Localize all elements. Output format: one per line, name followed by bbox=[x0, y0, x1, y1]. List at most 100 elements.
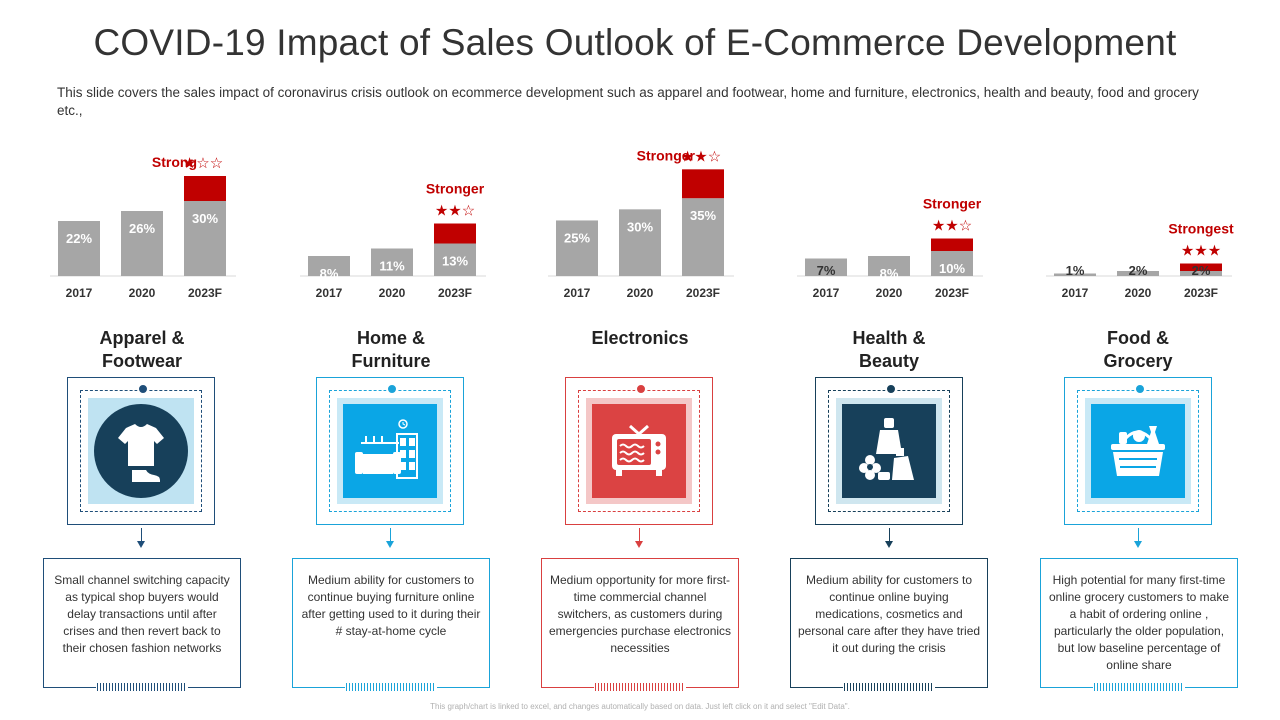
bar-highlight bbox=[682, 169, 724, 199]
chart-home: 8% 2017 11% 2020 13% 2023F Stronger ★★☆ bbox=[300, 140, 500, 310]
data-label: 30% bbox=[192, 211, 218, 226]
description-box: Small channel switching capacity as typi… bbox=[43, 558, 241, 691]
rating-stars-icon: ★☆☆ bbox=[183, 154, 223, 172]
tick-label: 2020 bbox=[1125, 286, 1152, 300]
t-shirt-shoe-icon bbox=[94, 404, 188, 498]
data-label: 35% bbox=[690, 208, 716, 223]
tick-label: 2023F bbox=[935, 286, 969, 300]
chart-health: 7% 2017 8% 2020 10% 2023F Stronger ★★☆ bbox=[797, 140, 997, 310]
footer-note: This graph/chart is linked to excel, and… bbox=[430, 702, 850, 711]
bar-highlight bbox=[1180, 263, 1222, 271]
cosmetics-icon bbox=[842, 404, 936, 498]
data-label: 2% bbox=[1129, 263, 1148, 278]
arrow-down-icon bbox=[885, 541, 893, 548]
icon-frame bbox=[67, 377, 215, 525]
category-title: Health & Beauty bbox=[789, 327, 989, 373]
category-title-line1: Electronics bbox=[591, 328, 689, 348]
bar bbox=[1117, 271, 1159, 276]
decor-bars bbox=[843, 683, 935, 691]
tick-label: 2023F bbox=[1184, 286, 1218, 300]
description-box: High potential for many first-time onlin… bbox=[1040, 558, 1238, 691]
tick-label: 2023F bbox=[438, 286, 472, 300]
slide-title: COVID-19 Impact of Sales Outlook of E-Co… bbox=[93, 22, 1177, 63]
tick-label: 2017 bbox=[564, 286, 591, 300]
connector-arrow bbox=[141, 528, 142, 542]
arrow-down-icon bbox=[1134, 541, 1142, 548]
tick-label: 2020 bbox=[876, 286, 903, 300]
strength-label: Strongest bbox=[1168, 221, 1234, 237]
tick-label: 2020 bbox=[627, 286, 654, 300]
rating-stars-icon: ★★☆ bbox=[932, 217, 972, 235]
decor-bars bbox=[96, 683, 188, 691]
data-label: 26% bbox=[129, 221, 155, 236]
data-label: 13% bbox=[442, 254, 468, 269]
category-title: Home & Furniture bbox=[291, 327, 491, 373]
description-text: Medium ability for customers to continue… bbox=[797, 573, 981, 655]
tick-label: 2017 bbox=[316, 286, 343, 300]
rating-stars-icon: ★★☆ bbox=[681, 147, 721, 165]
data-label: 11% bbox=[379, 259, 405, 274]
bar bbox=[184, 201, 226, 276]
chart-food: 1% 2017 2% 2020 2% 2023F Strongest ★★★ bbox=[1046, 140, 1246, 310]
tick-label: 2023F bbox=[686, 286, 720, 300]
data-label: 8% bbox=[320, 266, 339, 281]
decor-bars bbox=[594, 683, 686, 691]
description-box: Medium ability for customers to continue… bbox=[790, 558, 988, 691]
category-title: Electronics bbox=[540, 327, 740, 350]
description-text: High potential for many first-time onlin… bbox=[1048, 573, 1230, 672]
connector-arrow bbox=[390, 528, 391, 542]
category-title-line1: Apparel & bbox=[99, 328, 185, 348]
television-icon bbox=[592, 404, 686, 498]
category-title: Apparel & Footwear bbox=[42, 327, 242, 373]
grocery-basket-icon bbox=[1091, 404, 1185, 498]
strength-label: Stronger bbox=[426, 181, 485, 197]
bar bbox=[1180, 271, 1222, 276]
decor-bars bbox=[345, 683, 437, 691]
description-text: Medium ability for customers to continue… bbox=[301, 573, 481, 638]
category-title-line2: Beauty bbox=[858, 351, 920, 371]
bar bbox=[556, 220, 598, 276]
bar bbox=[121, 211, 163, 276]
chart-svg: 7% 2017 8% 2020 10% 2023F Stronger ★★☆ bbox=[797, 196, 983, 300]
tick-label: 2023F bbox=[188, 286, 222, 300]
arrow-down-icon bbox=[635, 541, 643, 548]
tick-label: 2017 bbox=[1062, 286, 1089, 300]
tick-label: 2017 bbox=[66, 286, 93, 300]
category-title-line2: Furniture bbox=[351, 351, 431, 371]
description-text: Small channel switching capacity as typi… bbox=[54, 573, 230, 655]
slide-subtitle: This slide covers the sales impact of co… bbox=[57, 85, 1199, 118]
strength-label: Stronger bbox=[637, 147, 696, 163]
sofa-shelf-icon bbox=[343, 404, 437, 498]
category-title-line1: Food & bbox=[1107, 328, 1169, 348]
tick-label: 2017 bbox=[813, 286, 840, 300]
chart-svg: 8% 2017 11% 2020 13% 2023F Stronger ★★☆ bbox=[300, 181, 486, 300]
tick-label: 2020 bbox=[379, 286, 406, 300]
bar bbox=[434, 243, 476, 276]
bar bbox=[308, 256, 350, 276]
rating-stars-icon: ★★☆ bbox=[435, 202, 475, 220]
description-box: Medium opportunity for more first-time c… bbox=[541, 558, 739, 691]
data-label: 2% bbox=[1192, 263, 1211, 278]
description-box: Medium ability for customers to continue… bbox=[292, 558, 490, 691]
data-label: 1% bbox=[1066, 263, 1085, 278]
data-label: 10% bbox=[939, 261, 965, 276]
chart-apparel: 22% 2017 26% 2020 30% 2023F Strong ★☆☆ bbox=[50, 140, 250, 310]
icon-frame bbox=[565, 377, 713, 525]
category-title-line2: Grocery bbox=[1103, 351, 1173, 371]
bar bbox=[682, 198, 724, 276]
icon-frame bbox=[1064, 377, 1212, 525]
bar bbox=[868, 256, 910, 276]
chart-svg: 22% 2017 26% 2020 30% 2023F Strong★☆☆ bbox=[50, 154, 236, 300]
description-text: Medium opportunity for more first-time c… bbox=[548, 573, 732, 655]
bar bbox=[805, 258, 847, 276]
icon-frame bbox=[815, 377, 963, 525]
strength-label: Stronger bbox=[923, 196, 982, 212]
decor-bars bbox=[1093, 683, 1185, 691]
bar bbox=[371, 248, 413, 276]
strength-label: Strong bbox=[152, 154, 197, 170]
connector-arrow bbox=[1138, 528, 1139, 542]
bar-highlight bbox=[184, 176, 226, 201]
category-title-line1: Health & bbox=[852, 328, 926, 348]
connector-arrow bbox=[639, 528, 640, 542]
bar bbox=[619, 209, 661, 276]
